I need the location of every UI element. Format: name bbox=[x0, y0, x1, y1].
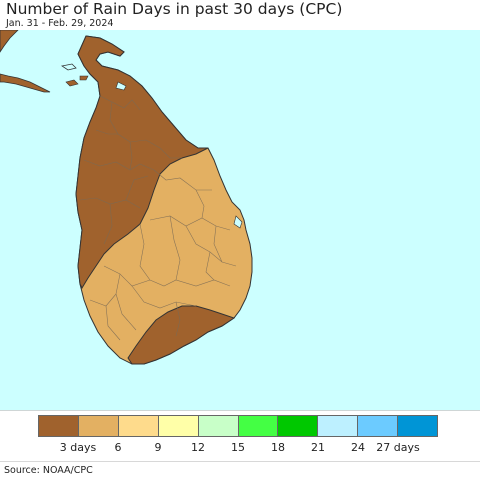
legend-tick-label: 18 bbox=[271, 441, 285, 454]
legend-swatch bbox=[118, 416, 159, 436]
footer-divider bbox=[0, 461, 480, 462]
india-coast-islands bbox=[0, 73, 51, 93]
legend-tick-label: 12 bbox=[191, 441, 205, 454]
island-small-1 bbox=[60, 63, 77, 71]
legend-tick-label: 21 bbox=[311, 441, 325, 454]
legend-tick-label: 9 bbox=[154, 441, 162, 454]
map-panel bbox=[0, 30, 480, 411]
legend-tick-label: 24 bbox=[351, 441, 365, 454]
legend-swatch bbox=[318, 416, 359, 436]
district-boundaries bbox=[79, 95, 237, 341]
legend-swatch bbox=[39, 416, 79, 436]
map-canvas bbox=[0, 30, 253, 365]
island-north-2 bbox=[79, 75, 89, 81]
legend-tick-label: 27 days bbox=[376, 441, 420, 454]
legend-tick-label: 6 bbox=[114, 441, 122, 454]
legend-swatch bbox=[358, 416, 399, 436]
legend-swatch bbox=[198, 416, 239, 436]
legend-swatch bbox=[398, 416, 438, 436]
map-subtitle: Jan. 31 - Feb. 29, 2024 bbox=[6, 18, 114, 29]
lagoon-east bbox=[233, 215, 243, 229]
legend-swatch bbox=[278, 416, 319, 436]
source-credit: Source: NOAA/CPC bbox=[4, 465, 93, 476]
legend-swatch bbox=[78, 416, 119, 436]
island-north-1 bbox=[65, 79, 79, 87]
rain-zone-3-days-north-west bbox=[75, 35, 209, 290]
india-landmass bbox=[0, 30, 19, 53]
lagoon-north bbox=[115, 81, 127, 91]
legend-tick-label: 3 days bbox=[59, 441, 97, 454]
legend-color-bar bbox=[38, 415, 438, 437]
map-title: Number of Rain Days in past 30 days (CPC… bbox=[6, 0, 343, 18]
legend-swatch bbox=[158, 416, 199, 436]
legend-swatch bbox=[238, 416, 279, 436]
legend-tick-label: 15 bbox=[231, 441, 245, 454]
